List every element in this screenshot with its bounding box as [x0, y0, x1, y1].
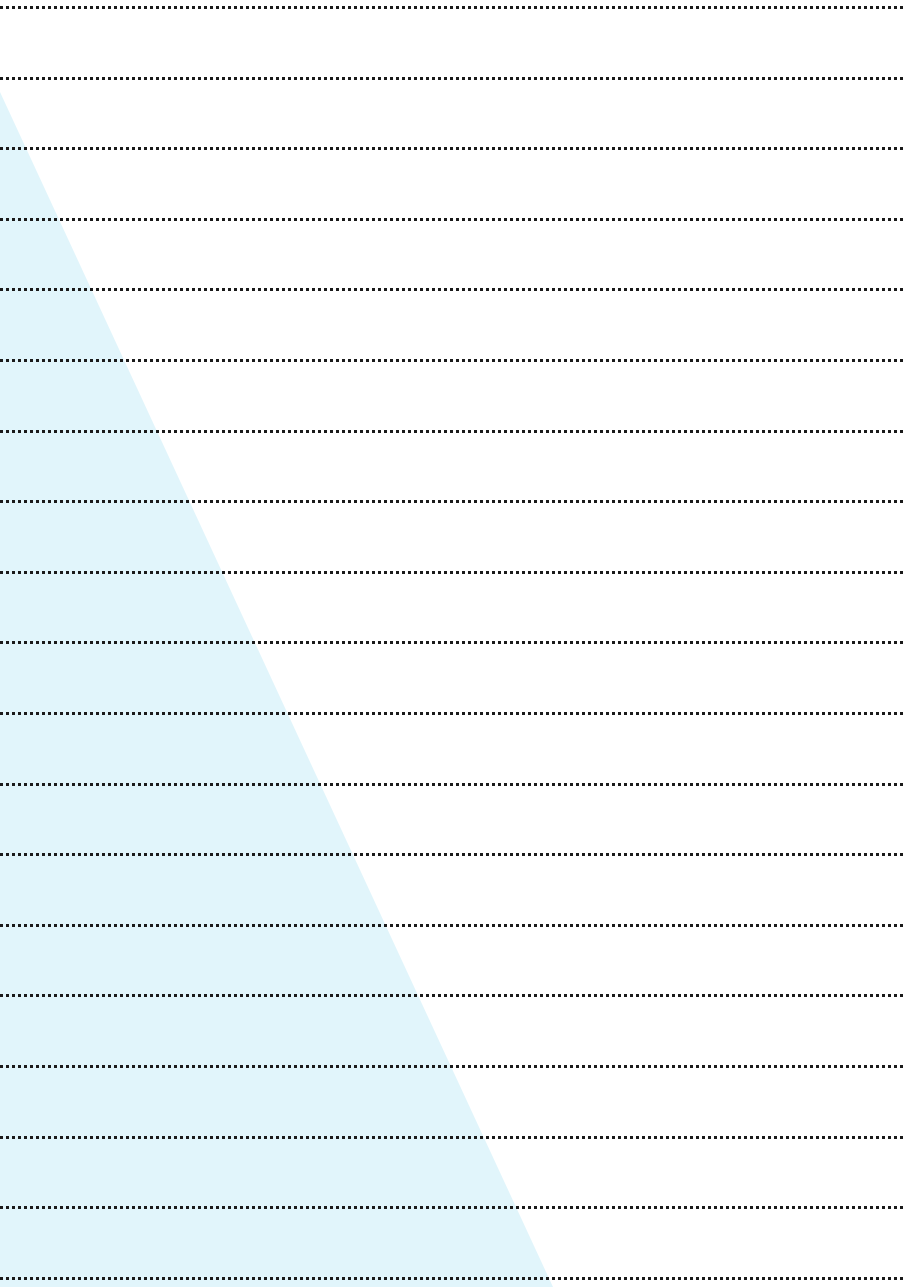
blue-wedge-shape [0, 92, 553, 1287]
ruled-line [0, 6, 903, 9]
ruled-line [0, 712, 903, 715]
ruled-line [0, 359, 903, 362]
ruled-line [0, 500, 903, 503]
ruled-line [0, 77, 903, 80]
ruled-line [0, 924, 903, 927]
ruled-line [0, 1065, 903, 1068]
ruled-line [0, 218, 903, 221]
ruled-line [0, 1136, 903, 1139]
ruled-line [0, 571, 903, 574]
ruled-line [0, 641, 903, 644]
ruled-line [0, 853, 903, 856]
ruled-line [0, 783, 903, 786]
ruled-line [0, 994, 903, 997]
ruled-line [0, 430, 903, 433]
ruled-line [0, 1277, 903, 1280]
ruled-line [0, 288, 903, 291]
ruled-line [0, 1206, 903, 1209]
ruled-line [0, 147, 903, 150]
